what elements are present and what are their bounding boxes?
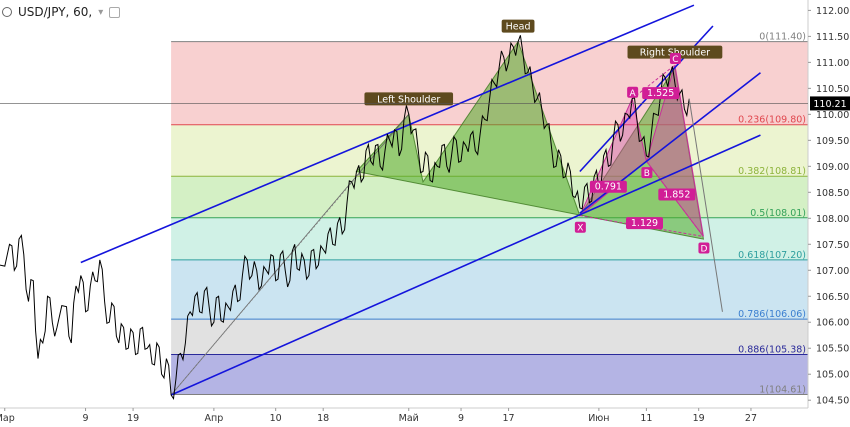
fib-level-label: 0.236(109.80) <box>738 115 806 126</box>
harmonic-ratio-bg <box>625 217 663 230</box>
y-tick-label: 110.00 <box>816 110 849 121</box>
symbol-status-icon <box>2 7 12 17</box>
fib-band <box>171 259 808 320</box>
dotted-trend-line <box>170 171 362 396</box>
x-tick-label: 9 <box>83 413 89 424</box>
harmonic-point-label: C <box>672 55 678 65</box>
pattern-label-bg <box>501 19 535 33</box>
y-tick-label: 110.50 <box>816 84 849 95</box>
harmonic-ratio-label: 1.852 <box>663 190 690 201</box>
y-tick-label: 107.00 <box>816 266 849 277</box>
x-tick-label: 17 <box>503 413 515 424</box>
y-tick-label: 108.50 <box>816 188 849 199</box>
y-tick-label: 109.50 <box>816 136 849 147</box>
y-tick-label: 109.00 <box>816 162 849 173</box>
current-price-label: 110.21 <box>813 99 846 110</box>
fib-band <box>171 354 808 395</box>
x-tick-label: 18 <box>317 413 329 424</box>
fib-band <box>171 319 808 355</box>
y-tick-label: 111.50 <box>816 32 849 43</box>
x-tick-label: 19 <box>693 413 705 424</box>
harmonic-ratio-bg <box>658 188 696 201</box>
x-tick-label: 10 <box>270 413 282 424</box>
harmonic-point-label: B <box>644 169 650 179</box>
harmonic-point-bg <box>669 52 681 64</box>
harmonic-ratio-label: 1.525 <box>647 88 674 99</box>
y-tick-label: 106.50 <box>816 292 849 303</box>
lower-channel-line <box>170 134 761 396</box>
harmonic-ratio-bg <box>589 180 627 193</box>
price-series <box>0 35 723 400</box>
x-tick-label: Апр <box>205 413 224 424</box>
chart-header: USD/JPY, 60, ▾ <box>0 0 121 24</box>
harmonic-connector <box>631 64 676 100</box>
y-tick-label: 108.00 <box>816 214 849 225</box>
pattern-label-bg <box>627 45 723 59</box>
harmonic-ratio-label: 1.129 <box>631 218 658 229</box>
x-axis-bg <box>0 408 850 427</box>
fib-level-label: 0(111.40) <box>759 32 806 43</box>
current-price-tag <box>810 96 850 111</box>
harmonic-point-bg <box>574 221 586 233</box>
y-tick-label: 105.00 <box>816 370 849 381</box>
fib-level-label: 0.5(108.01) <box>750 208 806 219</box>
harmonic-ratio-bg <box>642 87 680 100</box>
fib-level-label: 0.786(106.06) <box>738 309 806 320</box>
y-tick-label: 105.50 <box>816 344 849 355</box>
harmonic-point-bg <box>698 242 710 254</box>
fib-level-label: 0.618(107.20) <box>738 250 806 261</box>
x-tick-label: Мар <box>0 413 15 424</box>
x-tick-label: 11 <box>640 413 652 424</box>
y-tick-label: 104.50 <box>816 396 849 407</box>
x-tick-label: Июн <box>588 413 609 424</box>
fib-band <box>171 217 808 260</box>
harmonic-point-label: A <box>630 89 637 99</box>
fib-level-label: 0.382(108.81) <box>738 166 806 177</box>
symbol-title[interactable]: USD/JPY, 60, <box>18 5 93 19</box>
harmonic-point-bg <box>627 86 639 98</box>
y-tick-label: 111.00 <box>816 58 849 69</box>
y-tick-label: 106.00 <box>816 318 849 329</box>
pattern-label: Left Shoulder <box>377 94 440 105</box>
square-icon[interactable] <box>109 6 121 18</box>
x-tick-label: 19 <box>127 413 139 424</box>
chevron-down-icon[interactable]: ▾ <box>98 6 104 18</box>
harmonic-point-bg <box>641 167 653 179</box>
upper-channel-line <box>80 4 695 264</box>
y-tick-label: 112.00 <box>816 6 849 17</box>
harmonic-point-label: D <box>700 244 707 254</box>
harmonic-ratio-label: 0.791 <box>595 182 622 193</box>
x-tick-label: 27 <box>745 413 757 424</box>
x-tick-label: Май <box>399 413 419 424</box>
fib-level-label: 1(104.61) <box>759 384 806 395</box>
price-line <box>0 35 690 400</box>
projection-line <box>688 98 723 312</box>
fib-level-label: 0.886(105.38) <box>738 344 806 355</box>
x-tick-label: 9 <box>458 413 464 424</box>
y-tick-label: 107.50 <box>816 240 849 251</box>
pattern-label-bg <box>364 92 454 106</box>
harmonic-point-label: X <box>577 224 583 234</box>
pattern-label: Head <box>506 22 531 33</box>
y-axis-bg <box>808 0 850 427</box>
